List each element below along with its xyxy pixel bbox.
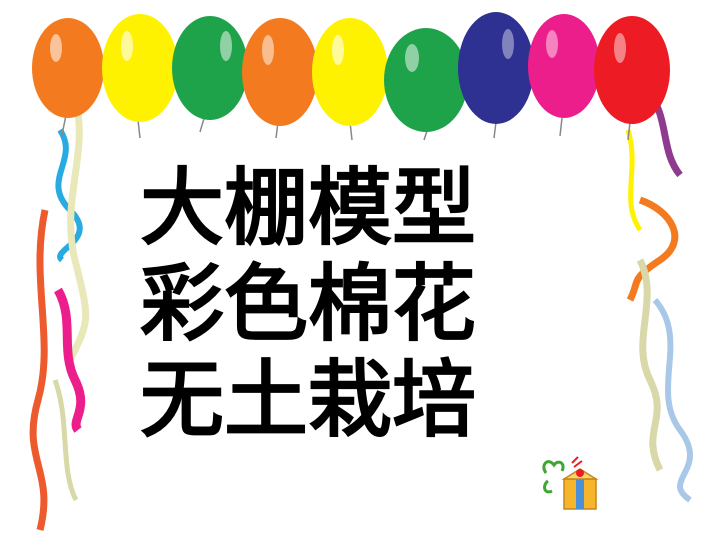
ribbon-left-pink [53,287,86,433]
balloon-green-2 [384,28,468,141]
balloon-navy [458,12,534,139]
balloon-yellow-1 [102,14,178,139]
balloon-magenta [528,14,600,137]
ribbon-left-cream [66,98,90,362]
gift-box-icon [542,456,599,510]
title-line-3: 无土栽培 [140,351,477,449]
ribbon-right-orange [626,196,679,302]
ribbon-right-yellow [625,129,643,232]
balloon-yellow-2 [312,18,388,141]
balloon-green-1 [172,16,248,133]
title-line-1: 大棚模型 [140,159,477,257]
balloon-red [594,16,670,141]
ribbon-left-orange [29,209,49,531]
ribbon-right-cream [636,258,664,472]
balloon-orange-1 [32,18,104,136]
title-block: 大棚模型 彩色棉花 无土栽培 [140,160,520,448]
balloon-orange-2 [242,18,318,139]
title-line-2: 彩色棉花 [140,255,477,353]
ribbon-left-cream2 [52,379,79,502]
ribbon-right-blue [652,298,693,503]
